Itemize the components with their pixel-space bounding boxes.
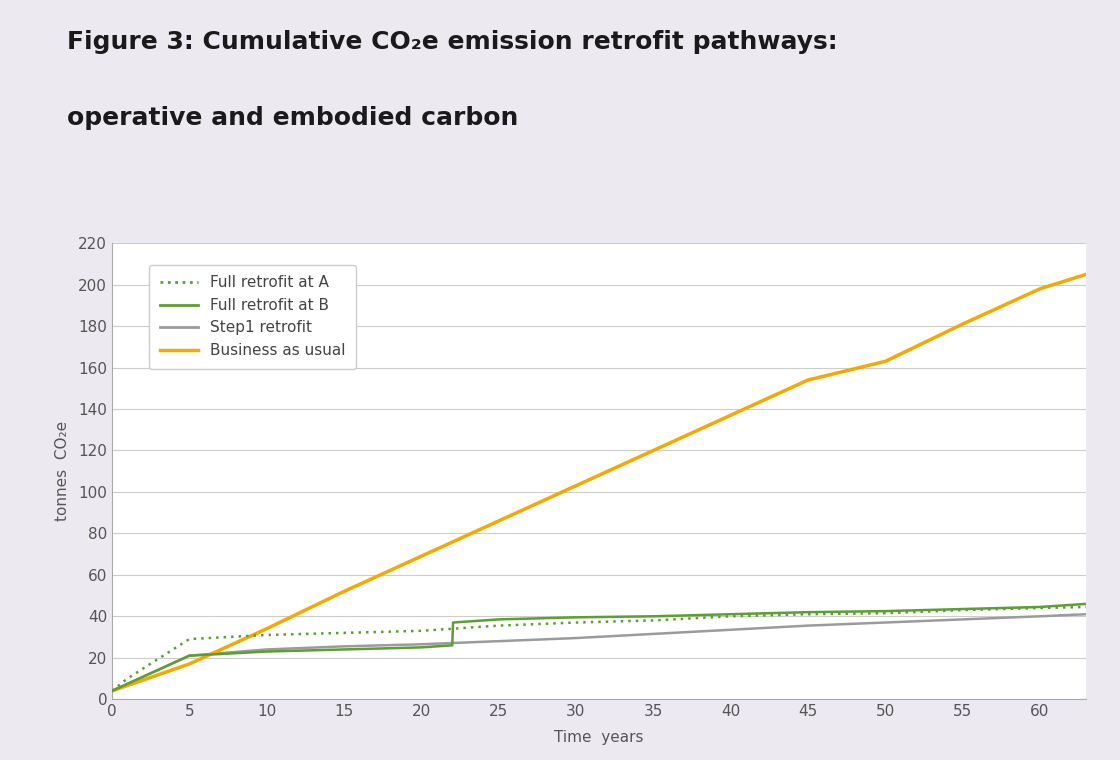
X-axis label: Time  years: Time years [554,730,644,745]
Text: Figure 3: Cumulative CO₂e emission retrofit pathways:: Figure 3: Cumulative CO₂e emission retro… [67,30,838,55]
Legend: Full retrofit at A, Full retrofit at B, Step1 retrofit, Business as usual: Full retrofit at A, Full retrofit at B, … [149,264,356,369]
Y-axis label: tonnes  CO₂e: tonnes CO₂e [55,421,69,521]
Text: operative and embodied carbon: operative and embodied carbon [67,106,519,131]
